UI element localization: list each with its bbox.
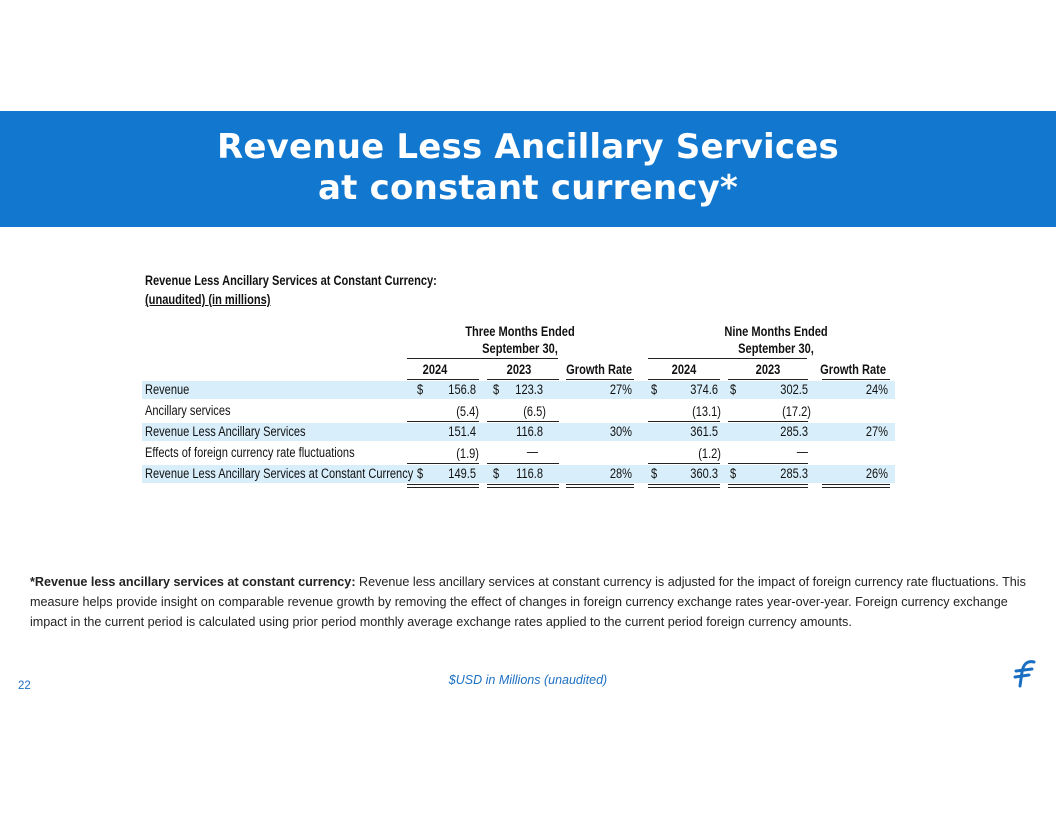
row-label-revenue: Revenue — [145, 382, 190, 397]
group-nine-months-line1: Nine Months Ended — [724, 324, 828, 339]
cell: 360.3 — [690, 466, 718, 481]
cell: (5.4) — [456, 404, 479, 419]
table-subheading: (unaudited) (in millions) — [145, 292, 271, 307]
row-label-ras-cc: Revenue Less Ancillary Services at Const… — [145, 466, 414, 481]
hdr-rule-6 — [822, 379, 890, 380]
hdr-rule-4 — [648, 379, 720, 380]
sub-rule-6 — [487, 463, 559, 464]
cell: 27% — [609, 382, 632, 397]
col-2024-q: 2024 — [422, 362, 448, 377]
cell: 27% — [865, 424, 888, 439]
cell: 374.6 — [690, 382, 718, 397]
row-label-fx: Effects of foreign currency rate fluctua… — [145, 445, 355, 460]
financial-table: Revenue Less Ancillary Services at Const… — [142, 273, 895, 488]
col-2023-n: 2023 — [755, 362, 781, 377]
cell: (17.2) — [782, 404, 811, 419]
cell: 123.3 — [515, 382, 543, 397]
col-2024-n: 2024 — [671, 362, 697, 377]
col-2023-q: 2023 — [506, 362, 532, 377]
dollar-sign: $ — [417, 382, 424, 397]
page-number: 22 — [18, 680, 31, 692]
dollar-sign: $ — [651, 382, 658, 397]
row-shade-ras-cc — [142, 465, 895, 483]
cell: 156.8 — [448, 382, 476, 397]
total-rule-5 — [728, 484, 808, 488]
dollar-sign: $ — [730, 466, 737, 481]
cell: (1.2) — [698, 446, 721, 461]
cell: 116.8 — [516, 424, 543, 439]
group2-rule — [648, 358, 807, 359]
cell: 30% — [609, 424, 632, 439]
hdr-rule-3 — [566, 379, 634, 380]
total-rule-1 — [407, 484, 479, 488]
slide-title-line-1: Revenue Less Ancillary Services — [217, 127, 839, 167]
group-three-months-line2: September 30, — [482, 341, 558, 356]
hdr-rule-2 — [487, 379, 559, 380]
dollar-sign: $ — [493, 466, 500, 481]
dollar-sign: $ — [730, 382, 737, 397]
footnote-text: Revenue less ancillary services at const… — [30, 575, 1026, 629]
cell: 26% — [865, 466, 888, 481]
footnote: *Revenue less ancillary services at cons… — [30, 572, 1030, 632]
sub-rule-3 — [648, 421, 720, 422]
col-growth-q: Growth Rate — [566, 362, 632, 377]
sub-rule-5 — [407, 463, 479, 464]
row-shade-revenue — [142, 381, 895, 399]
sub-rule-8 — [728, 463, 808, 464]
cell: 302.5 — [780, 382, 808, 397]
hdr-rule-1 — [407, 379, 479, 380]
cell: — — [526, 444, 538, 459]
col-growth-n: Growth Rate — [820, 362, 886, 377]
group-three-months-line1: Three Months Ended — [465, 324, 575, 339]
row-shade-ras — [142, 423, 895, 441]
cell: — — [796, 444, 808, 459]
slide-title-line-2: at constant currency* — [318, 168, 738, 208]
cell: 24% — [865, 382, 888, 397]
row-label-ancillary: Ancillary services — [145, 403, 231, 418]
unit-note: $USD in Millions (unaudited) — [448, 673, 608, 687]
row-label-ras: Revenue Less Ancillary Services — [145, 424, 306, 439]
cell: 149.5 — [448, 466, 476, 481]
cell: 285.3 — [780, 466, 808, 481]
cell: 28% — [609, 466, 632, 481]
title-banner: Revenue Less Ancillary Services at const… — [0, 111, 1056, 227]
group-nine-months-line2: September 30, — [738, 341, 814, 356]
sub-rule-2 — [487, 421, 559, 422]
cell: (1.9) — [456, 446, 479, 461]
dollar-sign: $ — [493, 382, 500, 397]
cell: 151.4 — [448, 424, 476, 439]
total-rule-2 — [487, 484, 559, 488]
dollar-sign: $ — [651, 466, 658, 481]
cell: 285.3 — [780, 424, 808, 439]
group1-rule — [407, 358, 558, 359]
dollar-sign: $ — [417, 466, 424, 481]
cell: (13.1) — [692, 404, 721, 419]
cell: 361.5 — [690, 424, 718, 439]
table-heading: Revenue Less Ancillary Services at Const… — [145, 273, 437, 288]
total-rule-3 — [566, 484, 634, 488]
footnote-label: *Revenue less ancillary services at cons… — [30, 575, 356, 589]
total-rule-4 — [648, 484, 720, 488]
cell: (6.5) — [523, 404, 546, 419]
company-logo-icon — [1013, 660, 1036, 688]
cell: 116.8 — [516, 466, 543, 481]
total-rule-6 — [822, 484, 890, 488]
hdr-rule-5 — [728, 379, 808, 380]
sub-rule-4 — [728, 421, 808, 422]
sub-rule-1 — [407, 421, 479, 422]
sub-rule-7 — [648, 463, 720, 464]
